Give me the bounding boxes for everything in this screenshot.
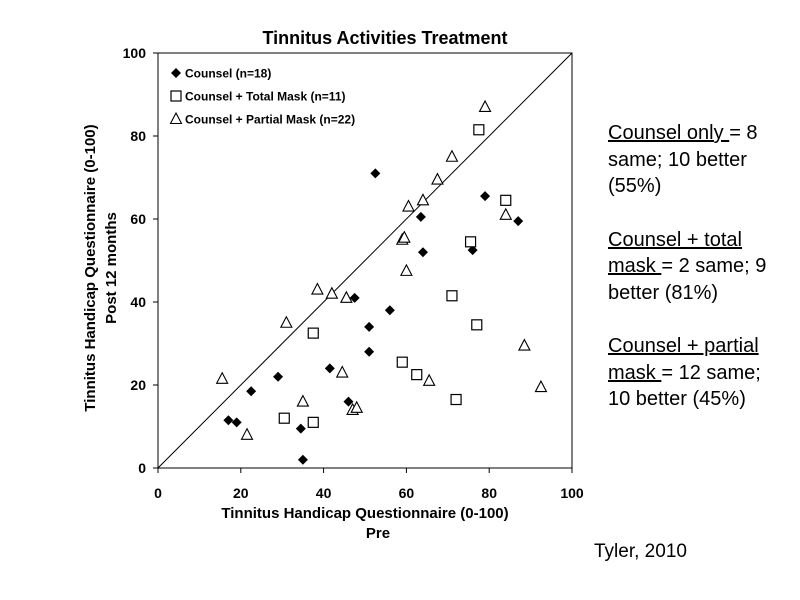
note-counsel-only: Counsel only = 8 same; 10 better (55%) <box>608 120 788 200</box>
y-axis-label-line2: Post 12 months <box>103 212 120 324</box>
data-point <box>416 193 430 206</box>
note-counsel-partial-mask: Counsel + partial mask = 12 same; 10 bet… <box>608 333 788 413</box>
x-tick-label: 60 <box>399 485 415 501</box>
data-point <box>500 194 512 206</box>
data-point <box>295 423 306 434</box>
legend-label: Counsel + Partial Mask (n=22) <box>185 113 355 127</box>
legend-label: Counsel + Total Mask (n=11) <box>185 90 346 104</box>
data-point <box>278 412 290 424</box>
data-point <box>215 371 229 384</box>
data-point <box>396 356 408 368</box>
data-point <box>349 292 360 303</box>
data-point <box>296 394 310 407</box>
data-point <box>450 393 462 406</box>
data-point <box>325 286 339 299</box>
data-point <box>399 263 413 276</box>
plot-area <box>157 52 573 469</box>
x-tick-label: 80 <box>481 485 497 501</box>
data-point <box>324 363 335 374</box>
citation: Tyler, 2010 <box>594 541 687 562</box>
x-tick-label: 0 <box>154 485 162 501</box>
data-point <box>402 199 415 212</box>
y-tick-label: 40 <box>130 294 146 310</box>
y-tick-label: 60 <box>130 211 146 227</box>
diagonal-reference-line <box>157 52 573 469</box>
data-point <box>307 416 319 428</box>
data-point <box>431 172 444 185</box>
data-point <box>364 346 375 357</box>
data-point <box>364 321 375 332</box>
note-heading: Counsel + total mask <box>608 228 742 278</box>
data-point <box>339 290 353 303</box>
data-point <box>223 415 234 426</box>
x-tick-label: 100 <box>560 485 584 501</box>
y-tick-label: 80 <box>130 128 146 144</box>
data-point <box>445 149 459 162</box>
legend-marker <box>169 111 183 125</box>
data-point <box>370 168 381 179</box>
legend-marker <box>171 68 181 78</box>
y-tick-label: 20 <box>130 377 146 393</box>
legend-label: Counsel (n=18) <box>185 67 271 81</box>
note-text: = 12 same; 10 better (45%) <box>608 361 761 411</box>
x-tick-label: 20 <box>233 485 249 501</box>
note-heading: Counsel + partial mask <box>608 335 759 384</box>
data-point <box>415 211 426 222</box>
data-point <box>350 400 364 413</box>
x-axis-label-line1: Tinnitus Handicap Questionnaire (0-100) <box>221 505 508 522</box>
x-tick-label: 40 <box>316 485 332 501</box>
data-point <box>534 379 548 393</box>
data-point <box>499 207 513 220</box>
data-point <box>417 247 428 258</box>
x-axis-ticks: 0 20 40 60 80 100 <box>154 468 584 501</box>
data-point <box>513 216 524 227</box>
data-point <box>411 369 423 381</box>
data-point <box>297 454 308 465</box>
legend-marker <box>170 90 182 102</box>
data-point <box>422 373 436 386</box>
note-counsel-total-mask: Counsel + total mask = 2 same; 9 better … <box>608 227 788 307</box>
data-point <box>231 417 242 428</box>
data-point <box>335 365 349 378</box>
note-text: = 8 same; 10 better (55%) <box>608 122 758 197</box>
data-point <box>384 305 395 316</box>
chart-title: Tinnitus Activities Treatment <box>262 28 507 48</box>
data-point <box>246 386 257 397</box>
y-tick-label: 0 <box>138 460 146 476</box>
data-point <box>307 327 319 339</box>
x-axis-label-line2: Pre <box>366 525 390 542</box>
data-points <box>215 99 548 465</box>
note-heading: Counsel only <box>608 122 730 144</box>
data-point <box>310 282 324 295</box>
data-point <box>480 191 491 202</box>
data-point <box>240 427 254 440</box>
y-axis-label-line1: Tinnitus Handicap Questionnaire (0-100) <box>82 124 99 411</box>
data-point <box>279 315 293 328</box>
data-point <box>343 396 354 407</box>
data-point <box>517 338 531 351</box>
y-axis-ticks: 0 20 40 60 80 100 <box>123 45 158 476</box>
data-point <box>464 236 477 248</box>
data-point <box>478 99 492 112</box>
data-point <box>473 124 485 136</box>
data-point <box>273 371 284 382</box>
data-point <box>397 230 411 243</box>
data-point <box>467 245 478 256</box>
legend: Counsel (n=18) Counsel + Total Mask (n=11… <box>169 67 355 127</box>
note-text: = 2 same; 9 better (81%) <box>608 255 767 304</box>
y-tick-label: 100 <box>123 45 147 61</box>
data-point <box>471 319 483 331</box>
notes-panel: Counsel only = 8 same; 10 better (55%) C… <box>608 120 788 440</box>
data-point <box>446 290 458 302</box>
